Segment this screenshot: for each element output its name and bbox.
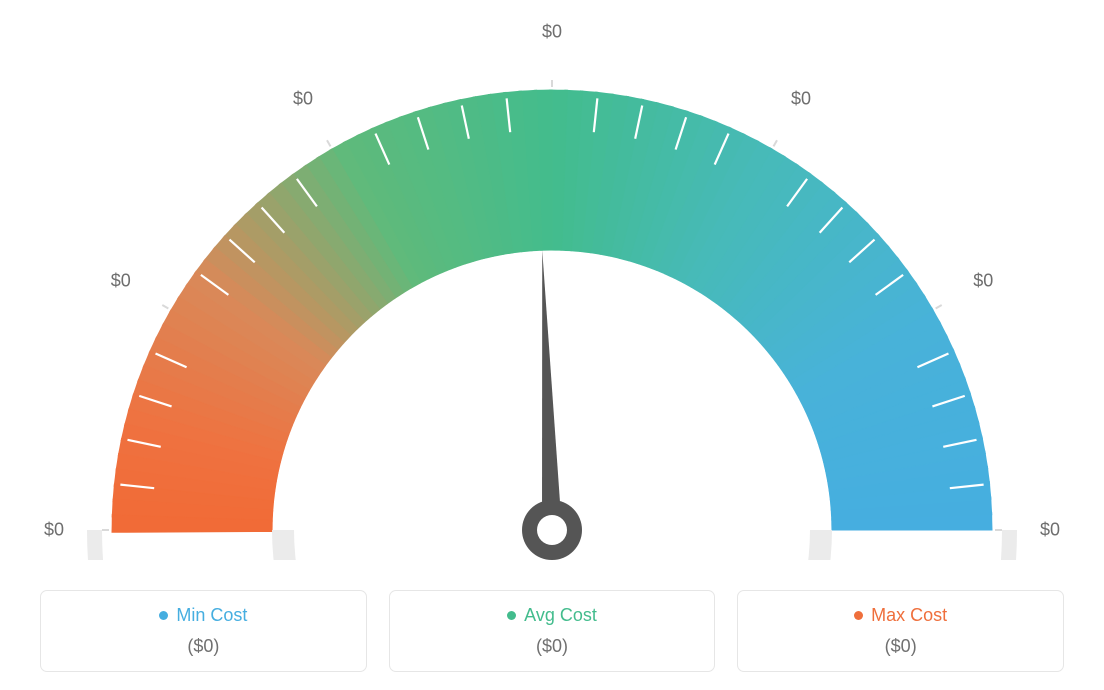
legend-label-avg: Avg Cost bbox=[524, 605, 597, 626]
legend-card-avg: Avg Cost ($0) bbox=[389, 590, 716, 672]
legend-value-avg: ($0) bbox=[398, 636, 707, 657]
gauge-chart: $0 $0 $0 $0 $0 $0 $0 bbox=[0, 0, 1104, 560]
cost-gauge-card: $0 $0 $0 $0 $0 $0 $0 Min Cost ($0) Avg Cost ($… bbox=[0, 0, 1104, 690]
legend-label-max: Max Cost bbox=[871, 605, 947, 626]
legend-dot-avg bbox=[507, 611, 516, 620]
gauge-tick-label: $0 bbox=[973, 271, 993, 292]
legend-label-min: Min Cost bbox=[176, 605, 247, 626]
legend-card-max: Max Cost ($0) bbox=[737, 590, 1064, 672]
legend-value-min: ($0) bbox=[49, 636, 358, 657]
gauge-tick-label: $0 bbox=[293, 88, 313, 109]
gauge-tick-label: $0 bbox=[44, 520, 64, 541]
gauge-tick-label: $0 bbox=[542, 22, 562, 43]
legend-dot-max bbox=[854, 611, 863, 620]
legend-value-max: ($0) bbox=[746, 636, 1055, 657]
gauge-tick-label: $0 bbox=[791, 88, 811, 109]
legend-row: Min Cost ($0) Avg Cost ($0) Max Cost ($0… bbox=[40, 590, 1064, 672]
legend-dot-min bbox=[159, 611, 168, 620]
gauge-tick-label: $0 bbox=[1040, 520, 1060, 541]
gauge-tick-label: $0 bbox=[111, 271, 131, 292]
legend-card-min: Min Cost ($0) bbox=[40, 590, 367, 672]
